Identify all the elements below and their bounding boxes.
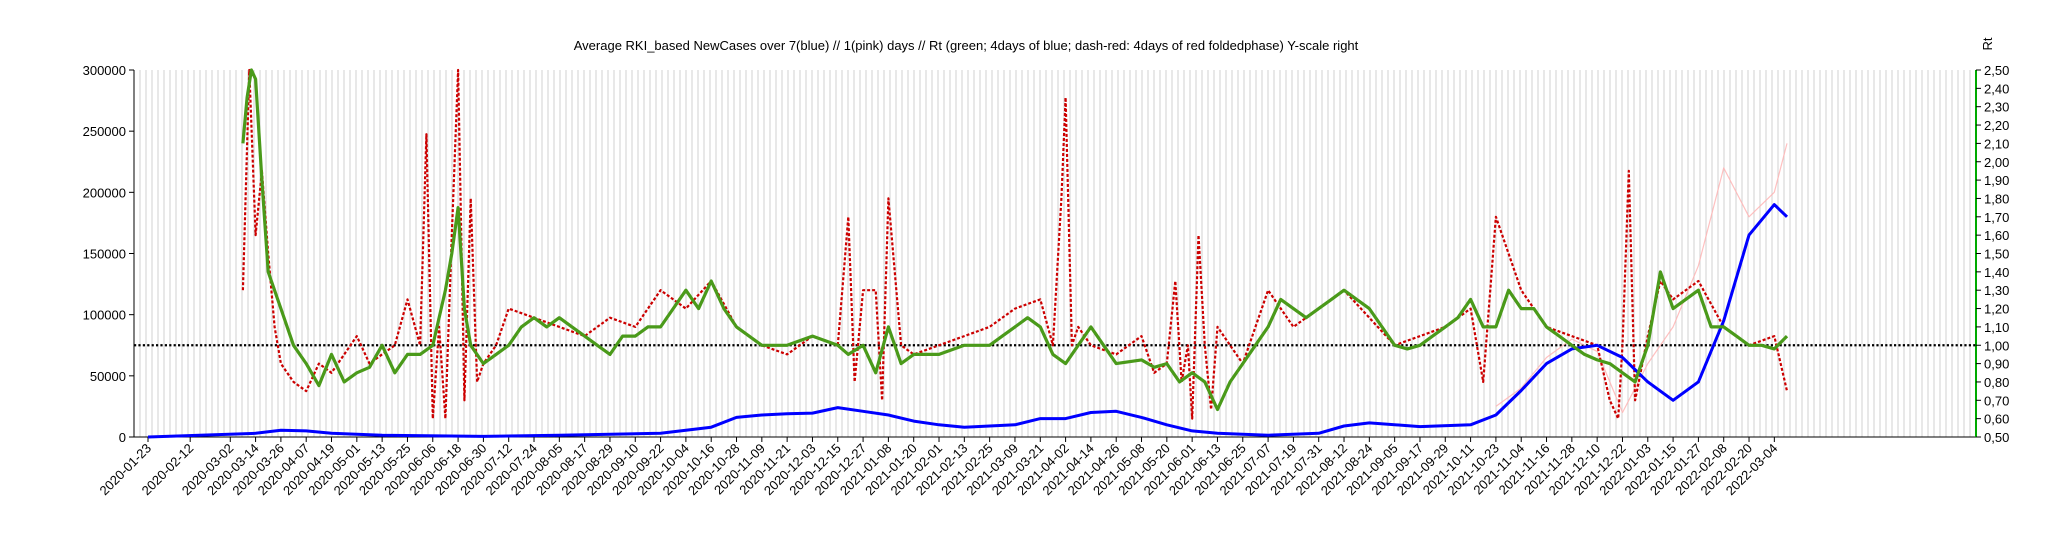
y-tick-label: 250000: [83, 124, 126, 139]
y2-tick-label: 0,50: [1984, 430, 2009, 445]
y2-tick-label: 0,70: [1984, 393, 2009, 408]
y-tick-label: 0: [119, 430, 126, 445]
x-axis-ticks: 2020-01-232020-02-122020-03-022020-03-14…: [96, 437, 1780, 498]
y-tick-label: 150000: [83, 247, 126, 262]
y-tick-label: 200000: [83, 185, 126, 200]
y-tick-label: 300000: [83, 63, 126, 78]
y2-tick-label: 1,80: [1984, 191, 2009, 206]
y2-tick-label: 0,80: [1984, 375, 2009, 390]
y2-axis-ticks: 0,50 0,60 0,70 0,80 0,90 1,00 1,10 1,20 1,30 1,40…: [1976, 63, 2009, 445]
chart-title: Average RKI_based NewCases over 7(blue) …: [574, 38, 1359, 53]
y2-tick-label: 2,10: [1984, 136, 2009, 151]
y2-tick-label: 1,30: [1984, 283, 2009, 298]
y2-tick-label: 2,00: [1984, 155, 2009, 170]
y-axis-ticks: 0 50000 100000 150000 200000 250000 300000: [83, 63, 134, 445]
y2-tick-label: 1,40: [1984, 265, 2009, 280]
y2-tick-label: 1,60: [1984, 228, 2009, 243]
y2-tick-label: 2,40: [1984, 81, 2009, 96]
y2-tick-label: 1,50: [1984, 247, 2009, 262]
y2-tick-label: 2,30: [1984, 100, 2009, 115]
y2-tick-label: 1,90: [1984, 173, 2009, 188]
rt-red-dashed-line: [241, 68, 1789, 420]
y2-tick-label: 1,00: [1984, 338, 2009, 353]
y2-tick-label: 0,90: [1984, 357, 2009, 372]
y2-tick-label: 0,60: [1984, 412, 2009, 427]
y-tick-label: 50000: [90, 369, 126, 384]
chart-series: [147, 68, 1789, 439]
new-cases-1day-line: [1495, 143, 1788, 414]
y2-tick-label: 1,70: [1984, 210, 2009, 225]
new-cases-7day-line: [147, 203, 1789, 439]
y2-tick-label: 2,20: [1984, 118, 2009, 133]
y2-axis-label: Rt: [1980, 37, 1995, 50]
y2-tick-label: 1,20: [1984, 302, 2009, 317]
y2-tick-label: 2,50: [1984, 63, 2009, 78]
rt-green-line: [241, 68, 1789, 412]
y-tick-label: 100000: [83, 308, 126, 323]
y2-tick-label: 1,10: [1984, 320, 2009, 335]
